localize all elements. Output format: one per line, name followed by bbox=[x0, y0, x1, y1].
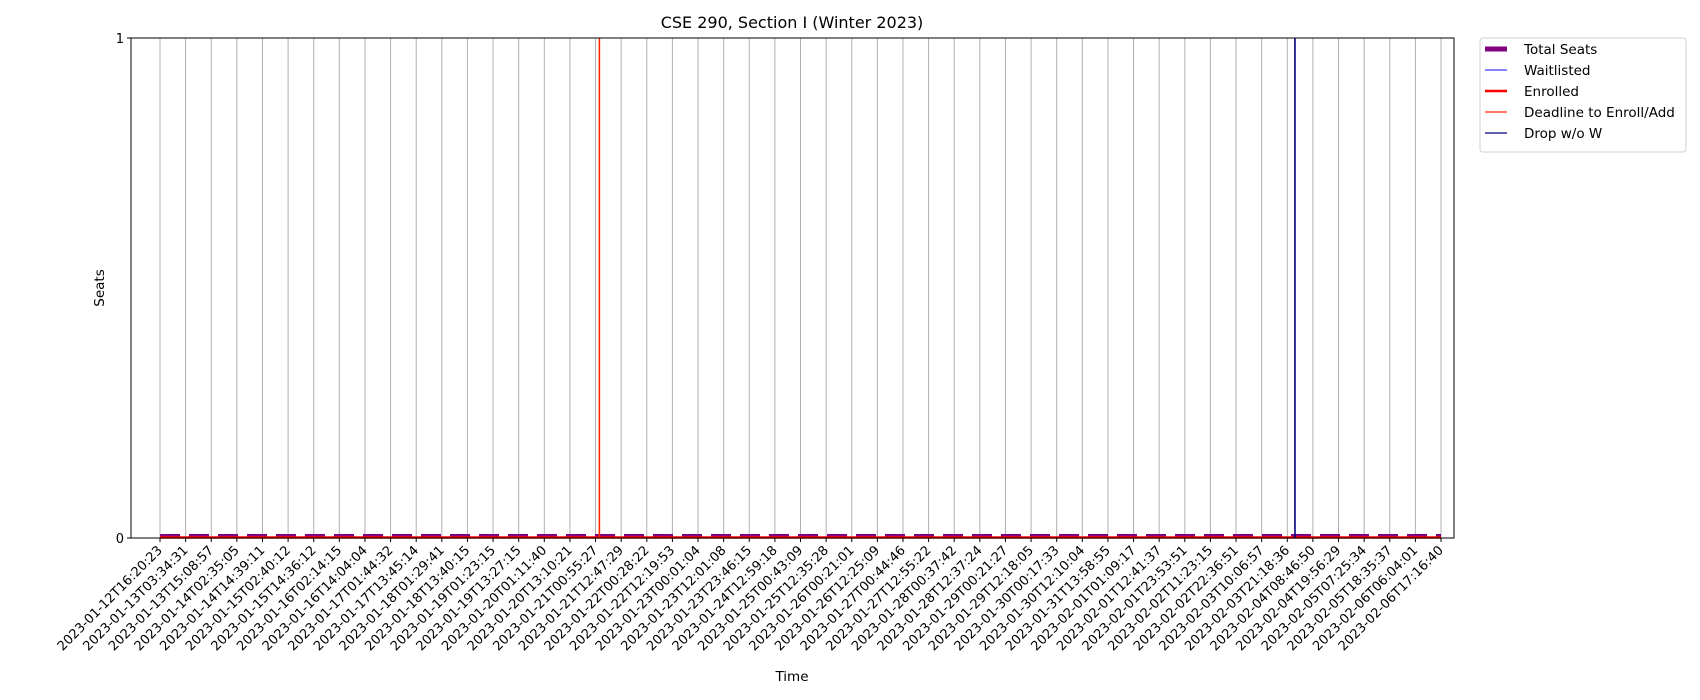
plot-frame bbox=[130, 37, 1455, 539]
legend-label: Waitlisted bbox=[1524, 63, 1591, 79]
chart-title: CSE 290, Section I (Winter 2023) bbox=[661, 13, 924, 32]
x-axis-label: Time bbox=[774, 669, 808, 685]
legend-label: Drop w/o W bbox=[1524, 126, 1602, 142]
legend-label: Deadline to Enroll/Add bbox=[1524, 105, 1675, 121]
y-tick-label: 1 bbox=[116, 32, 124, 47]
x-axis: 2023-01-12T16:20:232023-01-13T03:34:3120… bbox=[55, 538, 1447, 654]
legend-box bbox=[1479, 37, 1687, 153]
y-axis: 01 bbox=[116, 32, 131, 547]
legend-label: Total Seats bbox=[1523, 42, 1597, 58]
legend: Total Seats Waitlisted Enrolled Deadline to… bbox=[1479, 37, 1687, 153]
reference-lines bbox=[598, 38, 1296, 538]
y-tick-label: 0 bbox=[116, 532, 124, 547]
legend-label: Enrolled bbox=[1524, 84, 1579, 100]
grid-lines bbox=[159, 38, 1442, 538]
y-axis-label: Seats bbox=[92, 269, 108, 306]
series-lines bbox=[160, 534, 1441, 539]
